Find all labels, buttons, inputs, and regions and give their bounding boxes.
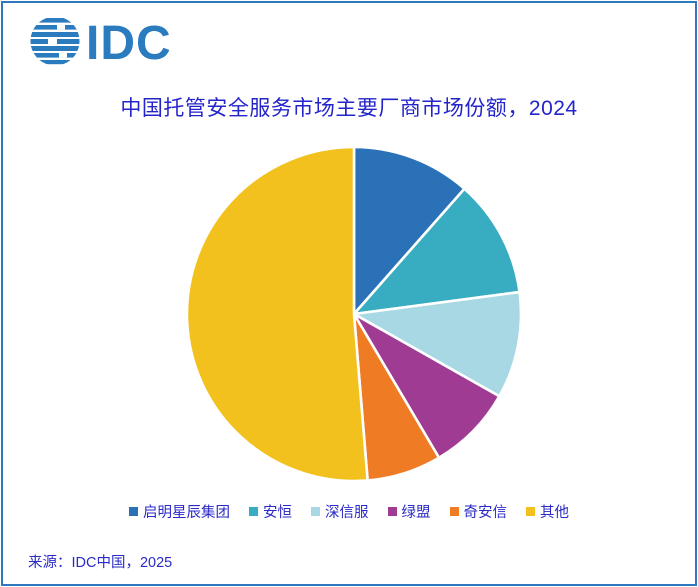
idc-globe-icon bbox=[30, 18, 80, 65]
legend-label: 启明星辰集团 bbox=[143, 505, 230, 521]
legend-item-5: 其他 bbox=[526, 501, 569, 522]
idc-logo: IDC bbox=[30, 17, 172, 67]
legend-item-0: 启明星辰集团 bbox=[129, 501, 230, 522]
legend-swatch bbox=[526, 507, 535, 516]
legend-label: 深信服 bbox=[325, 505, 369, 521]
legend-item-3: 绿盟 bbox=[387, 501, 431, 522]
source-note: 来源：IDC中国，2025 bbox=[28, 555, 173, 571]
pie-slice-1 bbox=[352, 187, 521, 316]
pie-chart bbox=[174, 134, 534, 494]
legend-swatch bbox=[449, 507, 459, 516]
legend-label: 安恒 bbox=[263, 505, 292, 521]
chart-legend: 启明星辰集团 安恒 深信服 绿盟 奇安信 其他 bbox=[0, 501, 698, 522]
pie-slice-5 bbox=[185, 145, 369, 483]
legend-swatch bbox=[311, 507, 320, 516]
legend-label: 奇安信 bbox=[463, 505, 508, 521]
legend-item-4: 奇安信 bbox=[449, 501, 508, 522]
idc-logo-text: IDC bbox=[86, 17, 172, 67]
pie-slice-3 bbox=[352, 312, 501, 460]
pie-slice-0 bbox=[352, 145, 466, 316]
legend-swatch bbox=[387, 507, 397, 516]
pie-slice-2 bbox=[352, 290, 523, 398]
legend-label: 其他 bbox=[540, 505, 569, 521]
legend-swatch bbox=[249, 507, 258, 516]
legend-item-1: 安恒 bbox=[249, 501, 292, 522]
legend-swatch bbox=[129, 507, 138, 516]
legend-item-2: 深信服 bbox=[311, 501, 369, 522]
legend-label: 绿盟 bbox=[401, 505, 431, 521]
chart-title: 中国托管安全服务市场主要厂商市场份额，2024 bbox=[120, 97, 578, 120]
